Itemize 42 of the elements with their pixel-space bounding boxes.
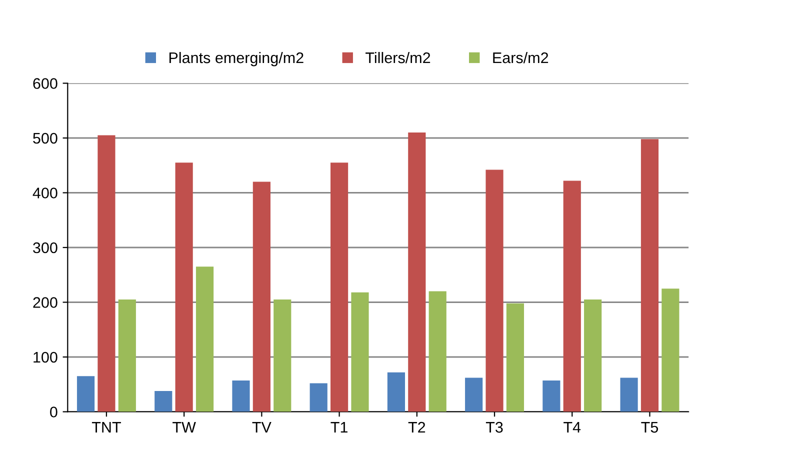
x-tick-label: T1 xyxy=(330,422,348,433)
legend-label: Plants emerging/m2 xyxy=(169,52,304,66)
bar xyxy=(662,288,680,412)
bar xyxy=(351,292,369,412)
bar xyxy=(542,380,560,412)
bar xyxy=(506,303,524,412)
x-tick-label: TV xyxy=(252,422,272,433)
x-tick-label: TNT xyxy=(92,422,121,433)
y-tick-label: 200 xyxy=(33,297,58,308)
bar xyxy=(232,380,250,412)
bar xyxy=(274,300,292,412)
y-tick-label: 100 xyxy=(34,352,58,363)
bar xyxy=(428,291,446,412)
legend-label: Ears/m2 xyxy=(493,52,548,64)
y-tick-label: 0 xyxy=(50,406,58,418)
bar xyxy=(640,139,659,412)
x-tick-label: T5 xyxy=(641,422,658,433)
bar xyxy=(620,378,638,412)
y-tick-label: 400 xyxy=(32,188,58,198)
bar xyxy=(76,376,95,412)
bar xyxy=(310,383,328,412)
bar xyxy=(98,135,116,412)
bar xyxy=(486,170,504,412)
legend-label: Tillers/m2 xyxy=(366,52,430,64)
bar xyxy=(154,390,172,412)
x-tick-label: T2 xyxy=(408,422,426,433)
bar xyxy=(175,162,193,412)
bar xyxy=(387,372,406,412)
x-tick-label: TW xyxy=(172,422,196,433)
bar xyxy=(330,162,348,412)
bar xyxy=(196,266,214,412)
y-tick-label: 600 xyxy=(33,78,58,89)
bar xyxy=(563,180,581,412)
x-tick-label: T3 xyxy=(486,422,503,433)
y-tick-label: 500 xyxy=(33,132,58,144)
bar xyxy=(465,378,483,412)
bar xyxy=(252,182,270,412)
x-tick-label: T4 xyxy=(564,422,581,433)
bar xyxy=(408,132,426,412)
bar xyxy=(118,300,136,412)
bar xyxy=(584,300,602,412)
y-tick-label: 300 xyxy=(33,242,58,254)
